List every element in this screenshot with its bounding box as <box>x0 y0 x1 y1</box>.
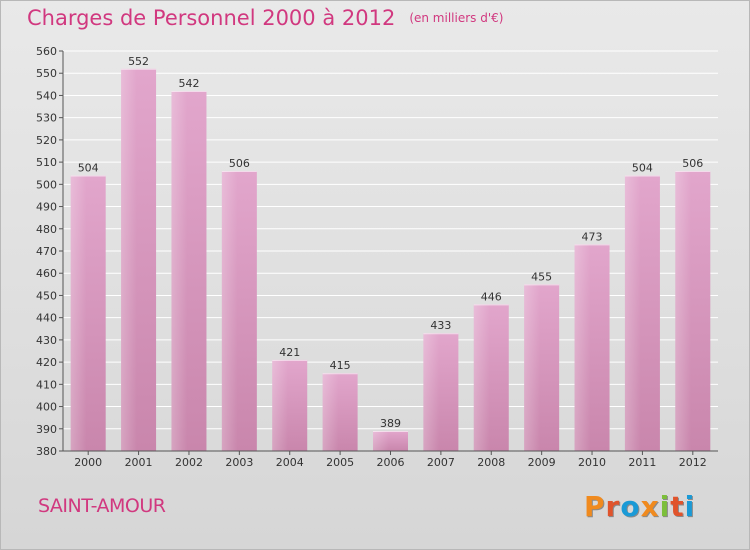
bars <box>70 68 711 452</box>
bar-highlight <box>121 68 137 452</box>
bar-highlight <box>675 171 692 451</box>
bar-2004 <box>272 359 308 451</box>
bar-highlight <box>524 284 540 451</box>
bar-2010 <box>574 244 610 451</box>
y-tick-label: 460 <box>36 267 57 280</box>
y-tick-label: 530 <box>36 112 57 125</box>
value-label: 504 <box>78 161 99 174</box>
bar-2008 <box>473 304 509 451</box>
x-tick-label: 2004 <box>276 456 304 469</box>
chart-title: Charges de Personnel 2000 à 2012 (en mill… <box>27 6 503 30</box>
x-tick-label: 2002 <box>175 456 203 469</box>
bar-2007 <box>423 333 459 451</box>
chart-title-text: Charges de Personnel 2000 à 2012 <box>27 6 396 30</box>
bar-highlight <box>423 333 440 451</box>
bar-2006 <box>373 431 408 451</box>
value-label: 415 <box>330 359 351 372</box>
value-label: 473 <box>582 230 603 243</box>
logo-letter: i <box>659 490 671 523</box>
y-tick-label: 560 <box>36 45 57 58</box>
logo-letter: r <box>605 490 621 523</box>
logo-letter: i <box>684 490 696 523</box>
chart-subtitle: (en milliers d'€) <box>409 11 504 25</box>
bar-2001 <box>121 68 157 452</box>
y-tick-label: 540 <box>36 89 57 102</box>
bar-highlight <box>624 175 641 451</box>
y-tick-label: 510 <box>36 156 57 169</box>
y-tick-label: 490 <box>36 201 57 214</box>
y-tick-label: 440 <box>36 312 57 325</box>
value-label: 446 <box>481 290 502 303</box>
bar-highlight <box>221 171 238 451</box>
proxiti-logo[interactable]: Proxiti <box>584 490 695 523</box>
y-tick-label: 470 <box>36 245 57 258</box>
x-tick-label: 2001 <box>125 456 153 469</box>
bar-2009 <box>524 284 560 451</box>
value-label: 389 <box>380 417 401 430</box>
place-name: SAINT-AMOUR <box>38 495 166 517</box>
bar-2005 <box>322 373 358 451</box>
logo-letter: o <box>620 490 641 523</box>
bar-highlight <box>574 244 591 451</box>
bar-2002 <box>171 91 207 451</box>
y-tick-label: 420 <box>36 356 57 369</box>
y-tick-label: 480 <box>36 223 57 236</box>
value-label: 421 <box>279 346 300 359</box>
y-tick-label: 550 <box>36 67 57 80</box>
bar-2000 <box>70 175 106 451</box>
bar-2011 <box>624 175 660 451</box>
y-tick-label: 500 <box>36 178 57 191</box>
bar-highlight <box>171 91 188 451</box>
y-tick-label: 450 <box>36 289 57 302</box>
x-tick-label: 2008 <box>477 456 505 469</box>
bar-2012 <box>675 171 711 451</box>
bar-2003 <box>221 171 257 451</box>
x-tick-label: 2011 <box>628 456 656 469</box>
x-tick-label: 2007 <box>427 456 455 469</box>
value-label: 504 <box>632 161 653 174</box>
bar-highlight <box>322 373 339 451</box>
bar-highlight <box>70 175 87 451</box>
logo-letter: x <box>640 490 660 523</box>
bar-highlight <box>272 359 288 451</box>
value-label: 552 <box>128 55 149 68</box>
bar-highlight <box>373 431 389 451</box>
bar-highlight <box>473 304 490 451</box>
value-label: 455 <box>531 270 552 283</box>
logo-letter: P <box>584 490 606 523</box>
gridlines <box>63 50 718 452</box>
y-tick-label: 520 <box>36 134 57 147</box>
logo-letter: t <box>670 490 685 523</box>
labels: 380 390 400 410 420 430 440 450 460 470 480 490 500 5… <box>36 45 707 469</box>
x-tick-label: 2000 <box>74 456 102 469</box>
value-label: 506 <box>682 157 703 170</box>
x-tick-label: 2005 <box>326 456 354 469</box>
x-tick-label: 2006 <box>377 456 405 469</box>
value-label: 542 <box>178 77 199 90</box>
axes <box>59 50 718 455</box>
x-tick-label: 2012 <box>679 456 707 469</box>
y-tick-label: 410 <box>36 378 57 391</box>
x-tick-label: 2003 <box>225 456 253 469</box>
x-tick-label: 2009 <box>528 456 556 469</box>
value-label: 433 <box>430 319 451 332</box>
x-tick-label: 2010 <box>578 456 606 469</box>
y-tick-label: 400 <box>36 401 57 414</box>
value-label: 506 <box>229 157 250 170</box>
y-tick-label: 380 <box>36 445 57 458</box>
y-tick-label: 430 <box>36 334 57 347</box>
y-tick-label: 390 <box>36 423 57 436</box>
